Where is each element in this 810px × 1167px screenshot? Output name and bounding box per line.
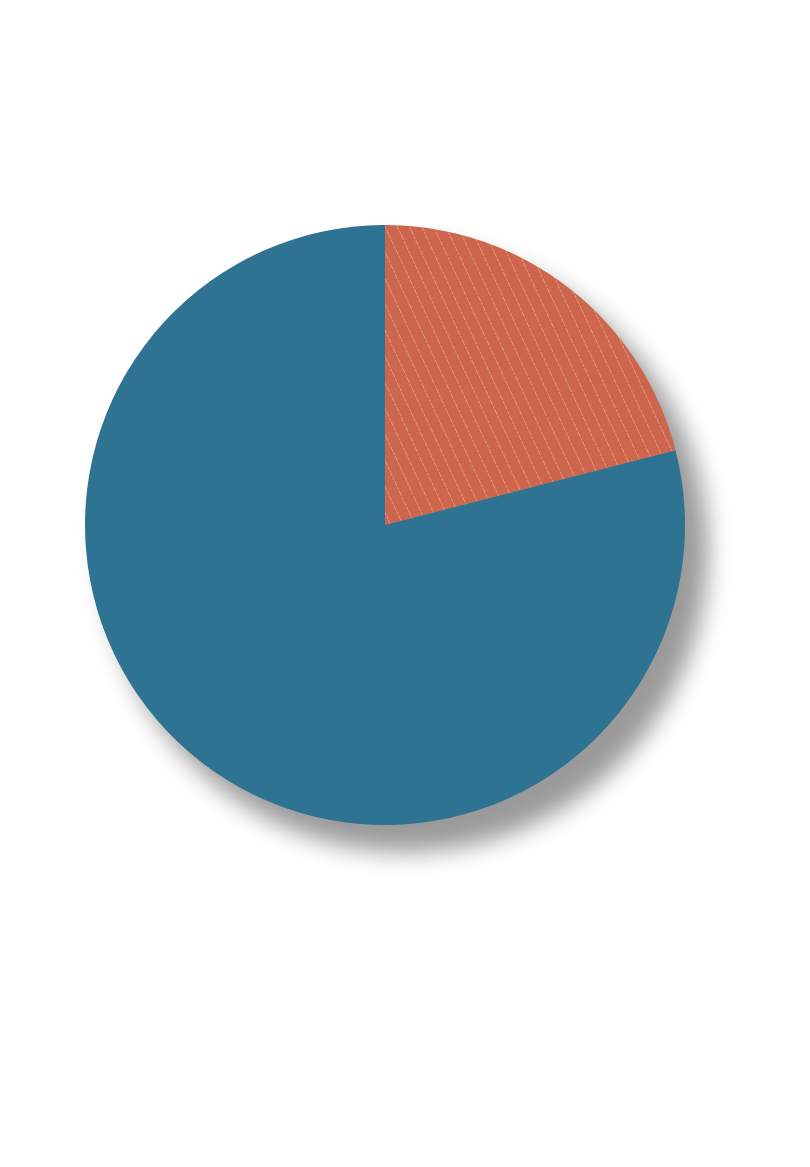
pie-slices: [84, 225, 685, 826]
pie-slice-2: [84, 225, 685, 826]
pie-slice-1: [385, 225, 676, 525]
